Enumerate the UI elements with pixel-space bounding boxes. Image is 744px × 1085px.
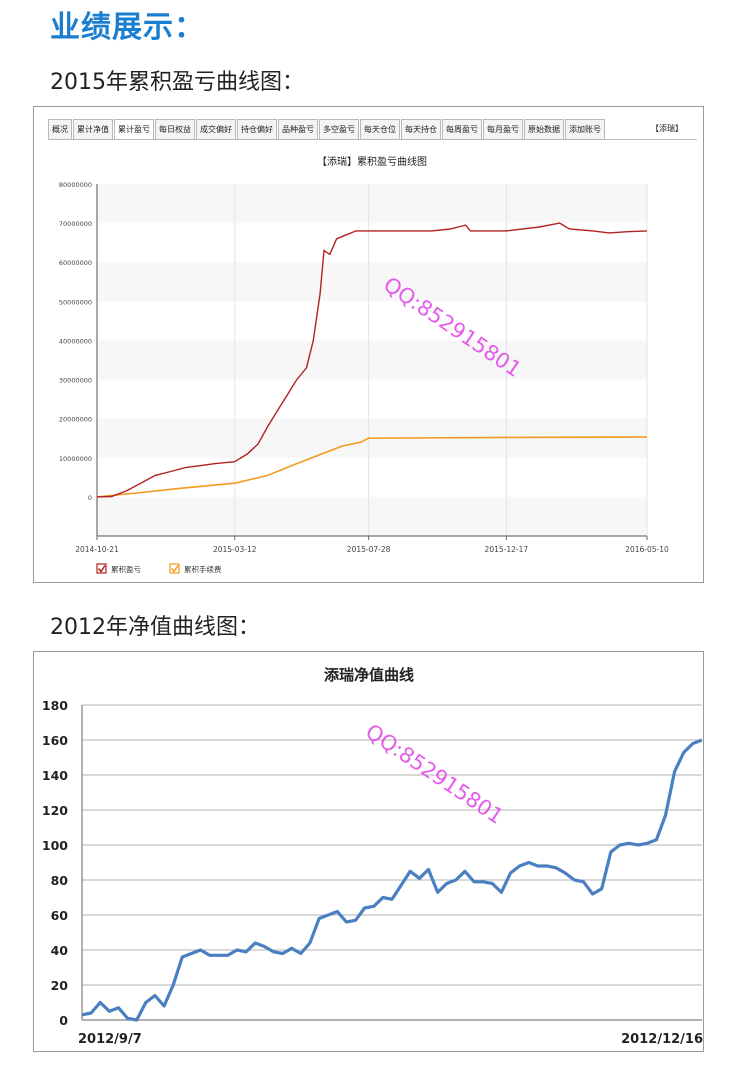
- cumulative-pnl-chart: 【添瑞】累积盈亏曲线图 80000000 70000000 60000000 50000…: [59, 155, 669, 574]
- x-tick-label: 2012/9/7: [78, 1032, 142, 1047]
- y-tick-label: 20: [51, 978, 69, 993]
- tab-3[interactable]: 每日权益: [155, 119, 195, 139]
- tab-5[interactable]: 持仓偏好: [237, 119, 277, 139]
- tab-8[interactable]: 每天仓位: [360, 119, 400, 139]
- tab-1[interactable]: 累计净值: [73, 119, 113, 139]
- x-tick-label: 2015-07-28: [347, 545, 391, 554]
- plot-band: [97, 340, 647, 380]
- section1-title: 2015年累积盈亏曲线图：: [50, 70, 304, 95]
- y-tick-label: 100: [42, 838, 68, 853]
- y-tick-label: 10000000: [59, 455, 92, 463]
- section2-title: 2012年净值曲线图：: [50, 615, 260, 640]
- chart2-title: 添瑞净值曲线: [324, 666, 414, 684]
- series-line-cumulative-fees: [96, 436, 648, 498]
- tab-2[interactable]: 累计盈亏: [114, 119, 154, 140]
- check-icon: [170, 565, 179, 573]
- y-tick-label: 120: [42, 803, 68, 818]
- y-tick-label: 0: [59, 1013, 68, 1028]
- legend-label: 累积手续费: [184, 564, 222, 574]
- y-tick-label: 40000000: [59, 337, 92, 345]
- plot-band: [97, 496, 647, 536]
- y-tick-label: 180: [42, 698, 68, 713]
- y-tick-label: 160: [42, 733, 68, 748]
- tab-4[interactable]: 成交偏好: [196, 119, 236, 139]
- x-tick-label: 2016-05-10: [625, 545, 669, 554]
- x-tick-label: 2014-10-21: [75, 545, 119, 554]
- check-icon: [97, 565, 106, 573]
- y-tick-label: 20000000: [59, 416, 92, 424]
- chart1-title: 【添瑞】累积盈亏曲线图: [317, 155, 427, 168]
- tab-10[interactable]: 每周盈亏: [442, 119, 482, 139]
- y-tick-label: 60: [51, 908, 69, 923]
- y-tick-label: 140: [42, 768, 68, 783]
- y-tick-label: 0: [88, 494, 92, 502]
- series-line-cumulative-pnl: [96, 222, 648, 498]
- chart2-panel: 添瑞净值曲线 180 160 140 120 100 80 60 40 20 0 2012/9/7 20…: [33, 651, 704, 1052]
- y-tick-label: 40: [51, 943, 69, 958]
- watermark-text: QQ:852915801: [361, 719, 507, 829]
- y-tick-label: 80: [51, 873, 69, 888]
- page-heading: 业绩展示：: [50, 10, 205, 45]
- legend-checkbox[interactable]: [96, 563, 107, 574]
- y-tick-label: 80000000: [59, 181, 92, 189]
- account-label[interactable]: 【添瑞】: [651, 124, 683, 133]
- nav-curve-chart: 添瑞净值曲线 180 160 140 120 100 80 60 40 20 0 2012/9/7 20…: [42, 666, 703, 1047]
- series-line-nav: [81, 738, 703, 1022]
- x-tick-label: 2015-12-17: [485, 545, 529, 554]
- plot-bands: [97, 184, 647, 536]
- legend-label: 累积盈亏: [111, 564, 141, 574]
- tab-13[interactable]: 添加账号: [565, 119, 605, 139]
- y-tick-label: 60000000: [59, 259, 92, 267]
- tab-7[interactable]: 多空盈亏: [319, 119, 359, 139]
- x-tick-label: 2012/12/16: [621, 1032, 703, 1047]
- y-tick-label: 30000000: [59, 377, 92, 385]
- tab-9[interactable]: 每天持仓: [401, 119, 441, 139]
- y-tick-label: 70000000: [59, 220, 92, 228]
- tab-12[interactable]: 原始数据: [524, 119, 564, 139]
- x-tick-label: 2015-03-12: [213, 545, 257, 554]
- chart1-panel: 概况 累计净值 累计盈亏 每日权益 成交偏好 持仓偏好 品种盈亏 多空盈亏 每天仓位 每天持仓 每周…: [33, 106, 704, 583]
- y-tick-label: 50000000: [59, 298, 92, 306]
- tab-6[interactable]: 品种盈亏: [278, 119, 318, 139]
- tab-11[interactable]: 每月盈亏: [483, 119, 523, 139]
- tab-bar: 概况 累计净值 累计盈亏 每日权益 成交偏好 持仓偏好 品种盈亏 多空盈亏 每天仓位 每天持仓 每周…: [48, 119, 606, 140]
- legend-checkbox[interactable]: [169, 563, 180, 574]
- plot-band: [97, 184, 647, 224]
- tab-divider: [48, 139, 697, 140]
- tab-0[interactable]: 概况: [48, 119, 72, 139]
- plot-band: [97, 262, 647, 302]
